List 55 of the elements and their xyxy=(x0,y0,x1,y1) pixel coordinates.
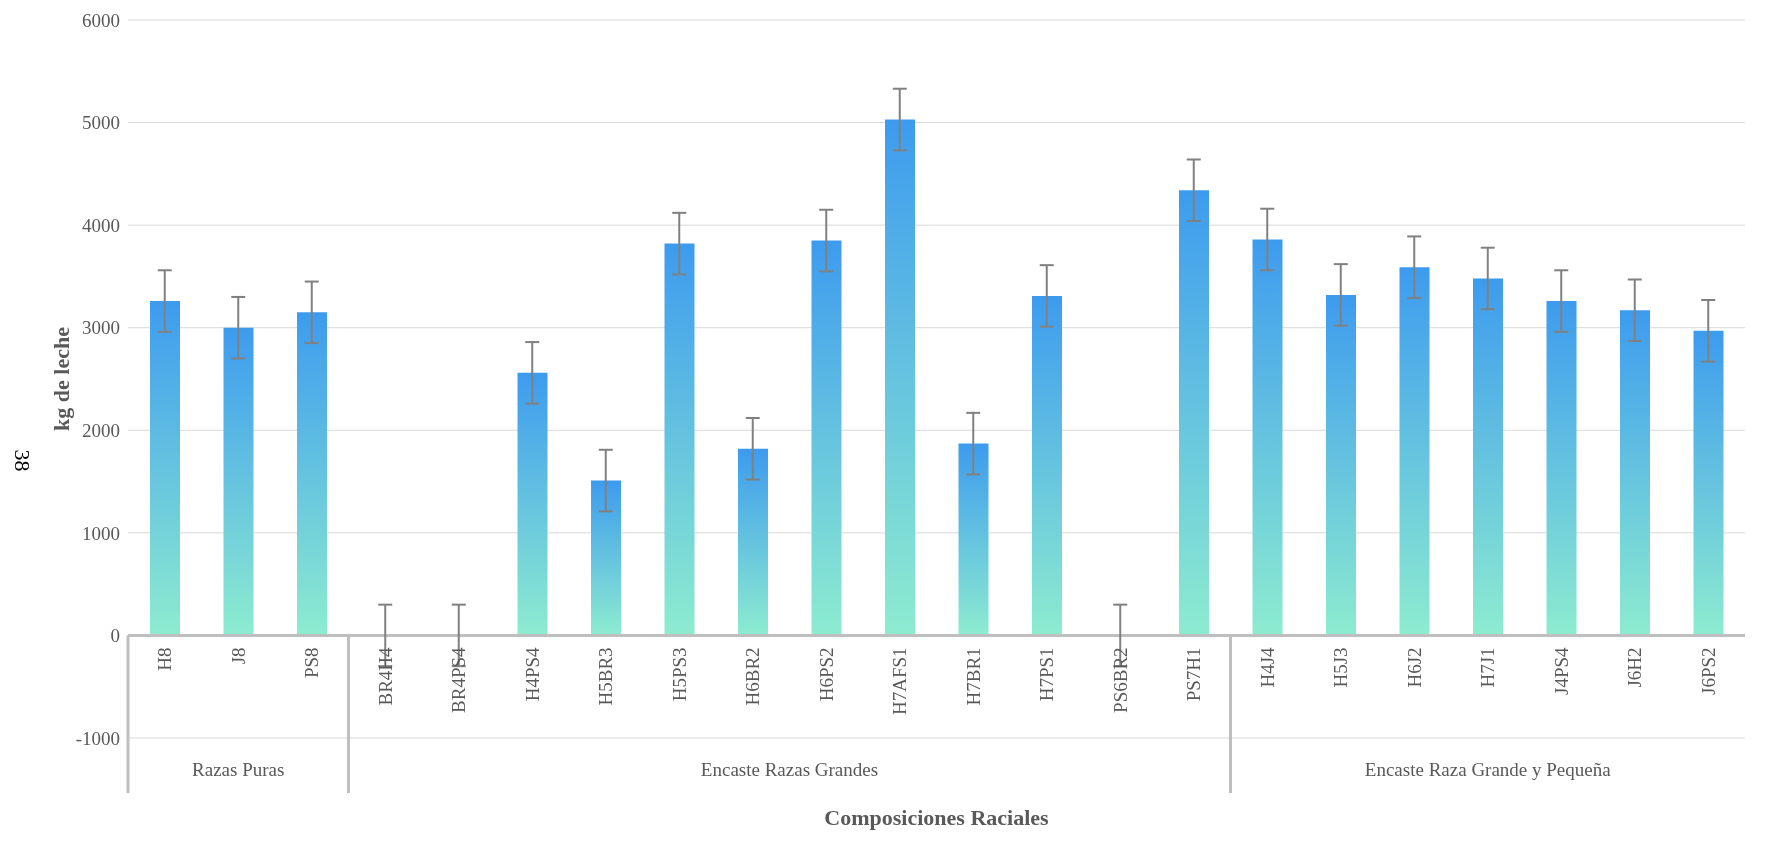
x-tick-label: BR4H4 xyxy=(374,646,396,706)
bar xyxy=(1399,267,1430,636)
y-tick-label: 0 xyxy=(110,625,120,647)
bar xyxy=(885,119,915,636)
x-tick-label: H5PS3 xyxy=(668,647,690,702)
x-tick-label: J8 xyxy=(227,647,249,665)
x-tick-label: J4PS4 xyxy=(1550,646,1572,695)
y-tick-label: 5000 xyxy=(82,112,120,134)
x-tick-label: H4PS4 xyxy=(521,646,543,702)
bar xyxy=(1620,310,1650,636)
x-axis-title: Composiciones Raciales xyxy=(824,805,1050,830)
text: Encaste Raza Grande y Pequeña xyxy=(1364,759,1612,780)
y-tick-label: 6000 xyxy=(82,9,120,31)
y-tick-label: 4000 xyxy=(82,214,120,236)
x-tick-label: H5BR3 xyxy=(595,647,617,706)
x-tick-label: H7J1 xyxy=(1477,647,1499,688)
y-tick-label: -1000 xyxy=(75,727,120,749)
bar xyxy=(664,243,695,636)
text: Encaste Razas Grandes xyxy=(700,759,879,780)
x-tick-label: BR4PS4 xyxy=(448,646,470,713)
x-tick-label: H5J3 xyxy=(1330,647,1352,688)
x-tick-label: H7BR1 xyxy=(962,647,984,706)
x-tick-label: H7PS1 xyxy=(1036,647,1058,702)
bar xyxy=(738,448,768,636)
bar xyxy=(517,372,548,636)
bar xyxy=(1252,239,1283,636)
x-tick-label: H6J2 xyxy=(1403,647,1425,688)
x-tick-label: PS7H1 xyxy=(1183,647,1205,702)
bar xyxy=(1032,295,1062,636)
bar xyxy=(150,301,180,636)
x-tick-label: J6H2 xyxy=(1624,647,1646,688)
bar xyxy=(1546,301,1577,636)
bar xyxy=(297,312,327,636)
x-tick-label: PS8 xyxy=(301,647,323,679)
x-tick-label: PS6BR2 xyxy=(1109,647,1131,713)
bar xyxy=(1693,330,1724,636)
bar xyxy=(811,240,842,636)
x-tick-label: H8 xyxy=(154,647,176,671)
y-tick-label: 1000 xyxy=(82,522,120,544)
bar xyxy=(591,480,621,636)
bar xyxy=(1473,278,1503,636)
x-tick-label: J6PS2 xyxy=(1697,647,1719,695)
bar xyxy=(223,327,254,636)
y-axis-title: kg de leche xyxy=(48,326,74,431)
text: Razas Puras xyxy=(192,759,285,780)
y-tick-label: 3000 xyxy=(82,317,120,339)
x-tick-label: H6PS2 xyxy=(815,647,837,702)
bar xyxy=(1179,190,1209,636)
bar xyxy=(1326,294,1356,636)
x-tick-label: H4J4 xyxy=(1256,646,1278,688)
x-tick-label: H6BR2 xyxy=(742,647,764,706)
x-tick-label: H7AFS1 xyxy=(889,647,911,716)
text: 38 xyxy=(9,449,35,472)
y-tick-label: 2000 xyxy=(82,420,120,442)
bar xyxy=(958,443,989,636)
